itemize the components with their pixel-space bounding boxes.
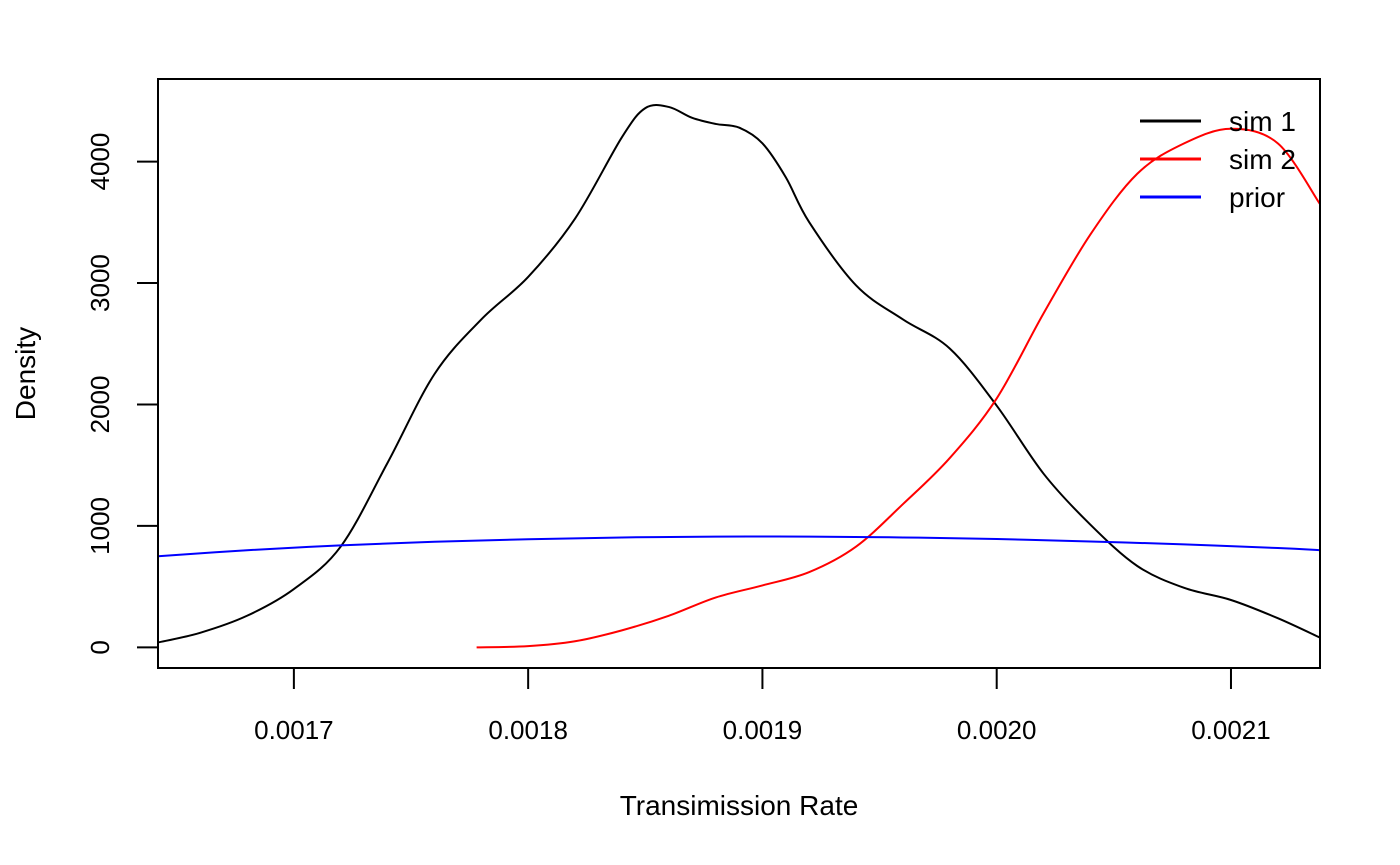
y-tick-label: 1000	[85, 497, 115, 555]
legend-label-prior: prior	[1229, 182, 1285, 213]
y-tick-label: 3000	[85, 254, 115, 312]
legend: sim 1 sim 2 prior	[1140, 106, 1296, 213]
series-curves	[158, 104, 1320, 649]
x-tick-label: 0.0020	[957, 715, 1037, 745]
x-tick-label: 0.0017	[254, 715, 334, 745]
legend-label-sim-2: sim 2	[1229, 144, 1296, 175]
x-axis: 0.0017 0.0018 0.0019 0.0020 0.0021	[254, 667, 1271, 745]
y-tick-label: 2000	[85, 376, 115, 434]
y-tick-label: 4000	[85, 133, 115, 191]
series-line-sim-1	[158, 104, 1320, 644]
x-tick-label: 0.0019	[723, 715, 803, 745]
x-axis-title: Transimission Rate	[620, 790, 859, 821]
y-axis: 0 1000 2000 3000 4000	[85, 133, 159, 655]
y-tick-label: 0	[85, 640, 115, 654]
y-axis-title: Density	[10, 327, 41, 420]
series-line-prior	[158, 535, 1320, 558]
series-line-sim-2	[476, 127, 1320, 649]
x-tick-label: 0.0021	[1191, 715, 1271, 745]
legend-label-sim-1: sim 1	[1229, 106, 1296, 137]
x-tick-label: 0.0018	[488, 715, 568, 745]
